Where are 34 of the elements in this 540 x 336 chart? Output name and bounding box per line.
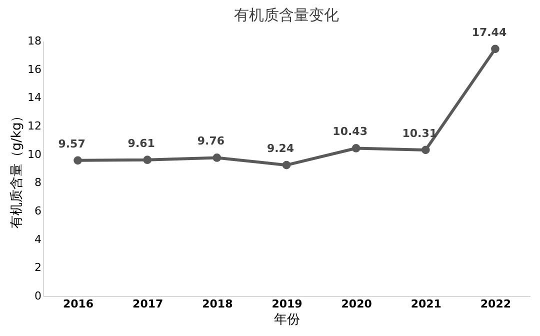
y-axis-title: 有机质含量（g/kg）: [10, 109, 25, 229]
x-tick-label: 2022: [480, 298, 512, 310]
data-label: 9.24: [266, 142, 294, 156]
y-tick-label: 2: [34, 261, 42, 274]
y-tick-label: 6: [34, 204, 42, 218]
y-tick-label: 14: [28, 91, 42, 104]
point: [421, 146, 430, 154]
chart-title: 有机质含量变化: [234, 6, 339, 24]
y-tick-label: 8: [34, 176, 42, 190]
x-tick-label: 2017: [132, 298, 164, 310]
data-label: 17.44: [472, 26, 507, 39]
y-tick-label: 10: [28, 148, 42, 161]
point: [282, 160, 291, 170]
x-axis-title: 年份: [274, 312, 300, 328]
point: [352, 144, 360, 152]
y-tick-label: 12: [28, 120, 42, 132]
x-tick-label: 2019: [272, 298, 302, 310]
x-tick-label: 2021: [410, 298, 442, 310]
data-label: 9.76: [197, 134, 225, 148]
point: [74, 156, 82, 165]
y-tick-label: 4: [34, 232, 42, 246]
point: [491, 44, 500, 54]
point: [212, 154, 222, 162]
y-tick-label: 16: [28, 62, 42, 76]
y-tick-label: 0: [34, 290, 42, 302]
x-tick-label: 2020: [341, 298, 372, 310]
x-tick-label: 2016: [62, 298, 94, 310]
data-label: 9.61: [128, 136, 155, 150]
point: [143, 156, 152, 164]
data-label: 9.57: [58, 137, 86, 150]
y-tick-label: 18: [28, 34, 42, 48]
x-tick-label: 2018: [202, 298, 233, 310]
data-label: 10.31: [402, 126, 438, 140]
data-label: 10.43: [332, 125, 368, 138]
